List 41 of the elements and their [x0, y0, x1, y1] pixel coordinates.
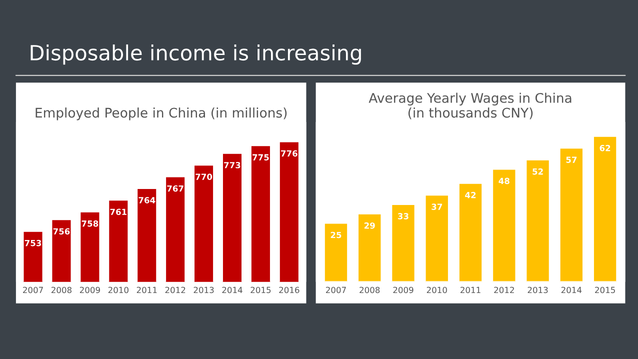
data-label: 48: [498, 178, 510, 184]
x-tick-label: 2008: [51, 286, 72, 294]
data-label: 761: [110, 208, 127, 216]
data-label: 52: [532, 168, 543, 175]
data-label: 62: [600, 144, 610, 152]
text: Disposable income is increasing: [30, 44, 361, 65]
chart-title: Employed People in China (in millions): [36, 107, 287, 120]
x-tick-label: 2015: [250, 286, 271, 294]
data-label: 57: [566, 156, 577, 163]
data-label: 29: [364, 222, 375, 229]
x-tick-label: 2013: [528, 286, 548, 294]
x-tick-label: 2009: [393, 286, 414, 294]
x-tick-label: 2007: [326, 286, 346, 294]
data-label: 758: [82, 220, 98, 227]
data-label: 753: [24, 240, 42, 246]
x-tick-label: 2012: [165, 286, 186, 294]
data-label: 775: [252, 154, 269, 160]
data-label: 37: [432, 204, 442, 210]
x-tick-label: 2012: [494, 286, 514, 294]
x-tick-label: 2014: [222, 286, 242, 294]
data-label: 770: [196, 174, 212, 180]
data-label: 33: [398, 213, 408, 220]
x-tick-label: 2009: [80, 286, 100, 294]
data-label: 776: [281, 150, 298, 157]
x-tick-label: 2011: [460, 286, 480, 294]
chart-title: Average Yearly Wages in China (in thousands CNY): [368, 92, 572, 120]
x-tick-label: 2014: [561, 286, 582, 294]
data-label: 767: [167, 185, 184, 192]
data-label: 773: [224, 162, 240, 168]
data-label: 764: [138, 197, 156, 204]
x-tick-label: 2008: [360, 286, 380, 294]
data-label: 42: [465, 192, 476, 198]
data-label: 25: [330, 232, 342, 238]
x-tick-label: 2015: [595, 286, 615, 294]
x-tick-label: 2007: [23, 286, 43, 294]
x-tick-label: 2010: [426, 286, 447, 294]
x-tick-label: 2010: [108, 286, 128, 294]
x-tick-label: 2011: [136, 286, 157, 294]
x-tick-label: 2013: [194, 286, 214, 294]
x-tick-label: 2016: [279, 286, 300, 294]
data-label: 756: [53, 228, 70, 235]
